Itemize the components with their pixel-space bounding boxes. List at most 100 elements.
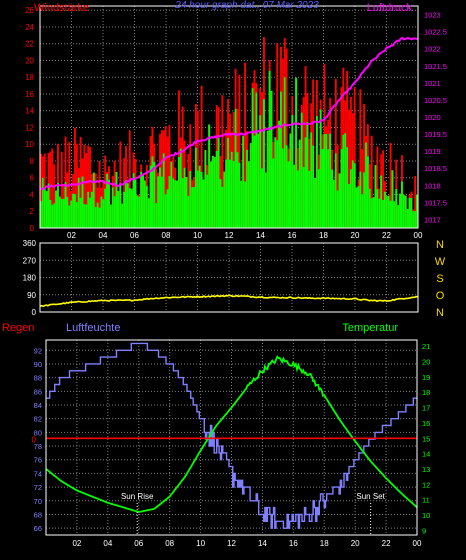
gust-bar	[187, 195, 190, 228]
gust-bar	[329, 133, 332, 228]
gust-bar	[140, 171, 143, 228]
temperature-tick-label: 14	[422, 450, 430, 459]
gust-bar	[310, 132, 313, 228]
gust-bar	[400, 181, 403, 228]
rain-axis-title: Regen	[2, 322, 34, 334]
gust-bar	[151, 156, 154, 228]
temperature-axis-title: Temperatur	[342, 322, 398, 334]
gust-bar	[198, 165, 201, 228]
gust-bar	[72, 193, 75, 228]
direction-tick-label: 180	[23, 274, 37, 283]
gust-bar	[100, 196, 103, 228]
humidity-tick-label: 68	[34, 510, 42, 519]
wind-bar	[79, 136, 82, 228]
gust-bar	[249, 143, 252, 228]
gust-bar	[366, 156, 369, 228]
wind-bar	[40, 153, 42, 228]
humidity-tick-label: 78	[34, 442, 42, 451]
pressure-tick-label: 1018.5	[424, 164, 447, 173]
wind-bar	[221, 95, 224, 228]
wind-bar	[376, 146, 379, 228]
wind-x-tick-label: 00	[414, 231, 423, 240]
humidity-tick-label: 88	[34, 374, 42, 383]
gust-bar	[57, 182, 59, 228]
gust-bar	[359, 171, 362, 228]
humidity-tick-label: 82	[34, 415, 42, 424]
wind-bar	[187, 153, 190, 228]
gust-bar	[306, 122, 309, 228]
gust-bar	[191, 187, 194, 228]
climate-x-tick-label: 08	[165, 539, 174, 548]
gust-bar	[119, 183, 122, 228]
gust-bar	[155, 202, 158, 228]
gust-bar	[138, 196, 141, 228]
wind-bar	[382, 150, 384, 228]
gust-bar	[194, 147, 197, 228]
gust-bar	[370, 198, 373, 228]
gust-bar	[263, 99, 265, 228]
gust-bar	[162, 153, 165, 228]
gust-bar	[104, 188, 107, 228]
gust-bar	[291, 115, 294, 228]
rain-tick-label: 0	[32, 435, 37, 444]
gust-bar	[334, 153, 337, 228]
wind-bar	[155, 168, 158, 228]
gust-bar	[283, 77, 286, 228]
gust-bar	[412, 211, 415, 228]
gust-bar	[331, 169, 333, 228]
humidity-tick-label: 86	[34, 387, 42, 396]
gust-bar	[206, 174, 209, 228]
gust-bar	[264, 172, 267, 228]
gust-bar	[215, 150, 218, 228]
wind-x-tick-label: 22	[382, 231, 391, 240]
gust-bar	[289, 133, 292, 228]
wind-x-tick-label: 16	[288, 231, 297, 240]
temperature-tick-label: 10	[422, 511, 430, 520]
humidity-tick-label: 76	[34, 456, 42, 465]
wind-bar	[353, 87, 356, 229]
temperature-tick-label: 18	[422, 388, 430, 397]
gust-bar	[134, 179, 137, 228]
humidity-tick-label: 66	[34, 524, 42, 533]
wind-tick-label: 6	[30, 174, 35, 183]
gust-bar	[332, 179, 335, 228]
gust-bar	[157, 176, 160, 228]
gust-bar	[351, 160, 354, 228]
gust-bar	[376, 189, 379, 228]
humidity-tick-label: 72	[34, 483, 42, 492]
wind-bar	[361, 149, 364, 228]
gust-bar	[85, 204, 88, 228]
direction-tick-label: 90	[27, 291, 36, 300]
gust-bar	[293, 164, 296, 228]
gust-bar	[41, 177, 44, 228]
climate-x-tick-label: 20	[351, 539, 360, 548]
gust-bar	[338, 173, 341, 228]
direction-tick-label: 270	[23, 256, 37, 265]
gust-bar	[274, 137, 277, 228]
gust-bar	[416, 194, 418, 228]
gust-bar	[266, 130, 269, 228]
gust-bar	[246, 149, 248, 228]
gust-bar	[92, 172, 95, 228]
direction-compass-label: W	[435, 256, 446, 268]
wind-tick-label: 10	[25, 140, 34, 149]
wind-bar	[51, 148, 54, 228]
gust-bar	[253, 135, 256, 228]
gust-bar	[236, 152, 239, 228]
gust-bar	[196, 170, 199, 228]
wind-bar	[200, 85, 203, 229]
gust-bar	[47, 183, 50, 228]
climate-x-tick-label: 12	[227, 539, 236, 548]
gust-bar	[314, 178, 316, 228]
gust-bar	[210, 161, 212, 228]
gust-bar	[261, 168, 264, 228]
pressure-tick-label: 1017	[424, 215, 441, 224]
wind-tick-label: 26	[25, 6, 34, 15]
gust-bar	[355, 187, 358, 228]
gust-bar	[181, 178, 184, 228]
climate-x-tick-label: 18	[320, 539, 329, 548]
wind-bar	[53, 164, 56, 228]
gust-bar	[189, 171, 192, 228]
gust-bar	[387, 195, 390, 228]
